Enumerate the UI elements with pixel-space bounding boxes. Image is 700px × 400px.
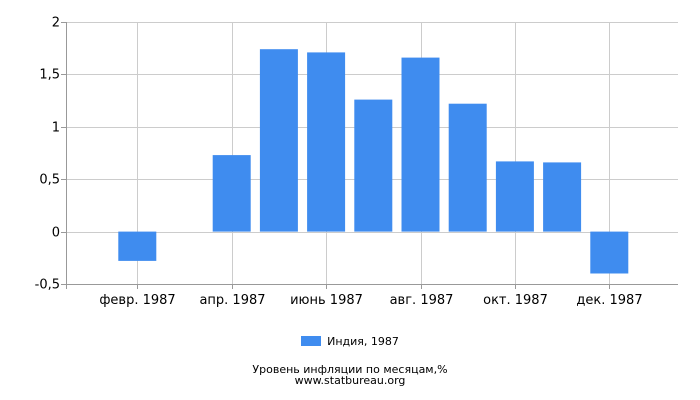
x-tick-label: апр. 1987 <box>199 293 265 308</box>
bar <box>401 57 440 232</box>
bar <box>448 103 487 232</box>
chart-svg: 2 1,5 1 0,5 0 -0,5 февр. 1987 апр. 1987 июнь 19… <box>35 16 678 308</box>
axes <box>61 22 678 289</box>
legend-label: Индия, 1987 <box>327 334 399 348</box>
bar <box>495 161 534 232</box>
y-tick-label: 1,5 <box>39 68 60 83</box>
legend-swatch <box>301 336 322 346</box>
x-tick-label: окт. 1987 <box>483 293 548 308</box>
legend: Индия, 1987 <box>0 333 700 349</box>
bar <box>354 99 393 232</box>
x-tick-label: февр. 1987 <box>99 293 175 308</box>
y-tick-labels: 2 1,5 1 0,5 0 -0,5 <box>35 16 60 293</box>
source-url: www.statbureau.org <box>294 374 406 387</box>
chart-caption: Уровень инфляции по месяцам,% <box>252 363 448 376</box>
bar <box>307 52 346 232</box>
bar <box>259 49 298 232</box>
y-tick-label: -0,5 <box>35 278 60 293</box>
bars <box>118 49 629 274</box>
y-tick-label: 0,5 <box>39 173 60 188</box>
x-tick-label: дек. 1987 <box>576 293 642 308</box>
y-tick-label: 2 <box>52 16 60 31</box>
x-tick-label: авг. 1987 <box>390 293 454 308</box>
x-tick-label: июнь 1987 <box>290 293 363 308</box>
bar <box>543 162 582 232</box>
bar <box>212 155 251 232</box>
y-tick-label: 1 <box>52 121 60 136</box>
y-tick-label: 0 <box>52 226 60 241</box>
x-tick-labels: февр. 1987 апр. 1987 июнь 1987 авг. 1987 окт… <box>99 293 642 308</box>
bar <box>118 231 157 261</box>
bar <box>590 231 629 274</box>
